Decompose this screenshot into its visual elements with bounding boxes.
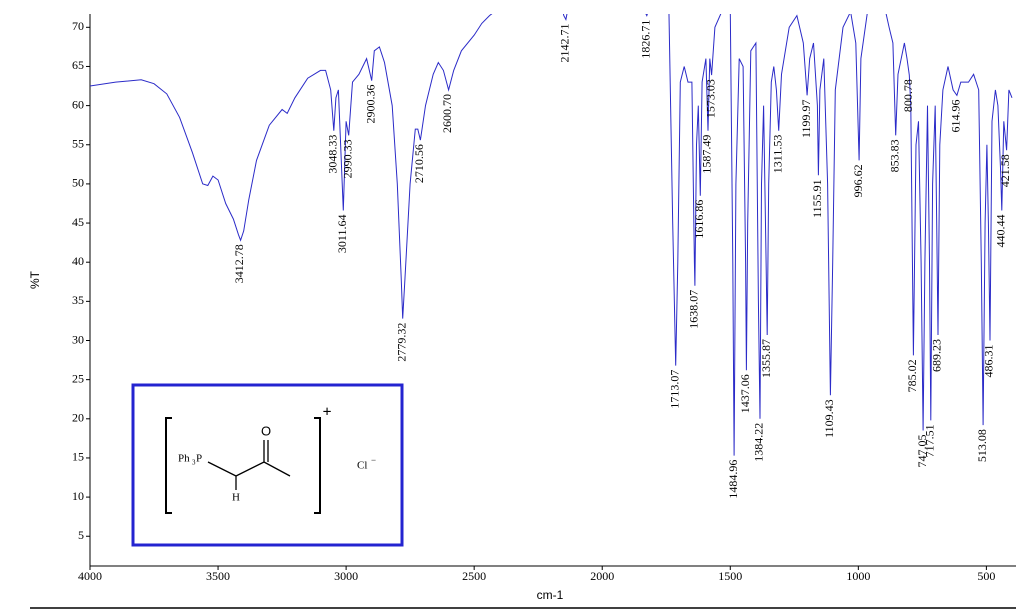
peak-label: 3048.33 [325, 135, 339, 174]
peak-label: 1587.49 [700, 135, 714, 174]
inset-text: P [196, 453, 202, 465]
peak-label: 421.58 [998, 154, 1012, 187]
peak-label: 1713.07 [667, 370, 681, 409]
y-axis-label: %T [28, 270, 42, 289]
peak-label: 1155.91 [810, 179, 824, 218]
peak-label: 1616.86 [692, 200, 706, 239]
peak-label: 1573.03 [703, 79, 717, 118]
x-tick-label: 1000 [846, 569, 870, 583]
spectrum-line [90, 14, 1013, 456]
y-tick-label: 70 [72, 19, 84, 33]
inset-text: Ph [178, 453, 190, 465]
peak-label: 2142.71 [557, 23, 571, 62]
y-tick-label: 50 [72, 176, 84, 190]
structure-inset: Ph 3 P O H + Cl − 5 10 15 20 25 30 35 40 45 50 55 6… [72, 14, 1013, 583]
bond [207, 440, 291, 490]
peak-label: 853.83 [888, 139, 902, 172]
peak-label: 2779.32 [394, 323, 408, 362]
inset-box [131, 383, 404, 547]
inset-text: + [322, 404, 331, 421]
peak-label: 2990.33 [340, 139, 354, 178]
x-axis-label: cm-1 [537, 588, 564, 602]
peak-label: 1826.71 [638, 20, 652, 59]
peak-label: 800.78 [901, 79, 915, 112]
inset-text: O [261, 423, 271, 438]
peak-label: 785.02 [905, 359, 919, 392]
y-tick-label: 20 [72, 411, 84, 425]
peak-label: 440.44 [993, 215, 1007, 248]
bracket [165, 417, 321, 514]
x-tick-label: 4000 [78, 569, 102, 583]
peak-label: 1311.53 [770, 135, 784, 174]
peak-label: 689.23 [930, 339, 944, 372]
peak-label: 1484.96 [726, 460, 740, 499]
peak-label: 996.62 [851, 164, 865, 197]
peak-label: 3011.64 [335, 215, 349, 254]
peak-label: 1109.43 [822, 399, 836, 438]
inset-text: 3 [192, 459, 196, 467]
y-tick-label: 30 [72, 332, 84, 346]
peak-label: 3412.78 [232, 244, 246, 283]
y-tick-label: 40 [72, 254, 84, 268]
y-tick-label: 55 [72, 137, 84, 151]
y-tick-label: 65 [72, 58, 84, 72]
inset-text: Cl [357, 460, 367, 472]
peak-label: 1355.87 [759, 339, 773, 378]
x-tick-label: 2000 [590, 569, 614, 583]
peak-label: 1437.06 [738, 374, 752, 413]
peak-label: 2600.70 [440, 94, 454, 133]
x-tick-label: 2500 [462, 569, 486, 583]
inset-text: H [232, 492, 240, 504]
y-tick-label: 35 [72, 293, 84, 307]
peak-label: 1638.07 [687, 290, 701, 329]
y-tick-label: 45 [72, 215, 84, 229]
peak-label: 2900.36 [363, 85, 377, 124]
y-tick-label: 15 [72, 450, 84, 464]
y-tick-label: 5 [78, 528, 84, 542]
peak-label: 513.08 [975, 429, 989, 462]
x-tick-label: 1500 [718, 569, 742, 583]
peak-label: 747.05 [915, 435, 929, 468]
x-tick-label: 3000 [334, 569, 358, 583]
peak-label: 717.51 [922, 424, 936, 457]
peak-label: 1199.97 [799, 99, 813, 138]
peak-label: 486.31 [982, 345, 996, 378]
inset-text: − [371, 455, 376, 465]
x-tick-label: 500 [977, 569, 995, 583]
peak-label: 1384.22 [752, 423, 766, 462]
y-tick-label: 10 [72, 489, 84, 503]
x-tick-label: 3500 [206, 569, 230, 583]
y-tick-label: 25 [72, 371, 84, 385]
y-tick-label: 60 [72, 97, 84, 111]
peak-label: 2710.56 [412, 144, 426, 183]
peak-label: 614.96 [949, 99, 963, 132]
